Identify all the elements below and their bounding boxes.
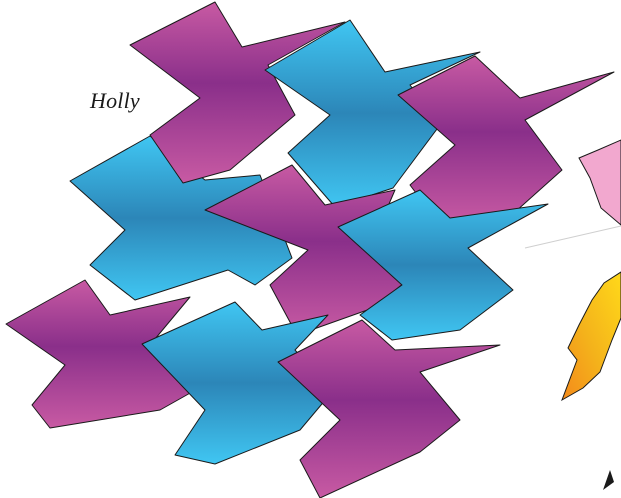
pink-tile-partial: [578, 139, 621, 226]
magenta-tile: [277, 319, 501, 498]
dark-marks-edge: [603, 470, 614, 490]
white-tile-edge: [524, 225, 621, 249]
yellow-tile-partial: [561, 271, 621, 402]
magenta-tile: [129, 1, 346, 184]
cyan-tile: [337, 189, 549, 341]
magenta-tile: [397, 55, 615, 226]
tessellation: [5, 1, 615, 498]
artist-signature: Holly: [90, 88, 140, 113]
